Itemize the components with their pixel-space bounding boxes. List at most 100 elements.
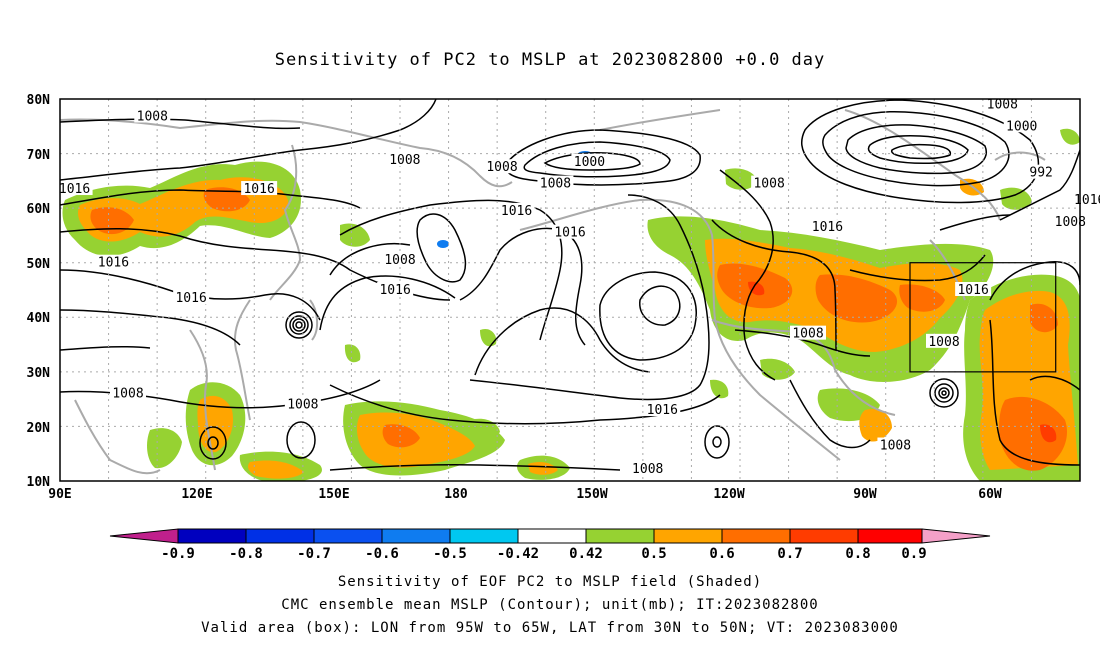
valid-area-box bbox=[909, 262, 1057, 373]
colorbar-segment bbox=[245, 528, 315, 544]
contour-label: 1008 bbox=[112, 387, 143, 402]
colorbar: -0.9 -0.8 -0.7 -0.6 -0.5 -0.42 0.42 0.5 … bbox=[109, 528, 991, 562]
contour-label: 1008 bbox=[287, 398, 318, 413]
lat-tick-label: 40N bbox=[27, 311, 51, 326]
colorbar-label: -0.7 bbox=[297, 546, 331, 562]
contour-label: 1008 bbox=[540, 177, 571, 192]
colorbar-segment bbox=[177, 528, 247, 544]
lon-tick-label: 90E bbox=[48, 487, 71, 502]
lon-tick-label: 180 bbox=[444, 487, 468, 502]
lon-tick-label: 60W bbox=[978, 487, 1002, 502]
colorbar-label: 0.42 bbox=[569, 546, 603, 562]
contour-label-bg bbox=[377, 282, 414, 296]
contour-label-bg bbox=[241, 181, 278, 196]
colorbar-label: -0.8 bbox=[229, 546, 263, 562]
contour-label: 1000 bbox=[574, 155, 605, 170]
colorbar-segment bbox=[857, 528, 923, 544]
contour-label-bg bbox=[173, 290, 210, 305]
contour-label: 992 bbox=[1029, 166, 1052, 181]
contour-label-bg bbox=[984, 96, 1021, 111]
lat-tick-label: 20N bbox=[27, 421, 51, 436]
contour-label: 1008 bbox=[389, 153, 420, 168]
contour-label-bg bbox=[498, 202, 535, 217]
colorbar-right-arrow bbox=[921, 528, 991, 544]
colorbar-segment bbox=[585, 528, 655, 544]
lon-tick-label: 150W bbox=[576, 487, 607, 502]
colorbar-segment bbox=[721, 528, 791, 544]
contour-label-bg bbox=[1071, 191, 1100, 206]
contour-label: 1008 bbox=[384, 253, 415, 268]
contour-label: 1016 bbox=[501, 204, 532, 219]
lon-tick-label: 150E bbox=[318, 487, 349, 502]
contour-label: 1016 bbox=[957, 283, 988, 298]
contour-label: 1016 bbox=[812, 220, 843, 235]
contour-label: 1008 bbox=[987, 97, 1018, 112]
lat-tick-label: 60N bbox=[27, 202, 51, 217]
contour-label: 1008 bbox=[880, 439, 911, 454]
caption-line-valid-area: Valid area (box): LON from 95W to 65W, L… bbox=[201, 620, 899, 636]
colorbar-label: -0.42 bbox=[497, 546, 539, 562]
colorbar-segment bbox=[313, 528, 383, 544]
caption-line-shading: Sensitivity of EOF PC2 to MSLP field (Sh… bbox=[337, 574, 763, 590]
contour-label-bg bbox=[537, 175, 574, 190]
colorbar-label: 0.7 bbox=[777, 546, 802, 562]
lat-tick-label: 80N bbox=[27, 93, 51, 108]
colorbar-label: 0.9 bbox=[901, 546, 926, 562]
lat-tick-label: 30N bbox=[27, 366, 51, 381]
contour-label: 1016 bbox=[1074, 193, 1100, 208]
contour-label-bg bbox=[386, 152, 423, 167]
contour-label: 1016 bbox=[379, 283, 410, 298]
contour-label: 1008 bbox=[632, 462, 663, 477]
plot-title: Sensitivity of PC2 to MSLP at 2023082800… bbox=[274, 50, 826, 70]
contour-label: 1016 bbox=[98, 256, 129, 271]
contour-label-bg bbox=[926, 333, 962, 348]
lon-tick-label: 120W bbox=[713, 487, 744, 502]
contour-label: 1008 bbox=[137, 109, 168, 124]
contour-label-bg bbox=[571, 153, 608, 168]
colorbar-segment bbox=[789, 528, 859, 544]
colorbar-left-arrow bbox=[109, 528, 179, 544]
contour-label: 1008 bbox=[1055, 215, 1086, 230]
contour-label-bg bbox=[110, 385, 146, 400]
colorbar-segment bbox=[381, 528, 451, 544]
contour-label-bg bbox=[95, 254, 132, 269]
contour-label-bg bbox=[809, 219, 846, 234]
colorbar-segment bbox=[653, 528, 723, 544]
lat-tick-label: 10N bbox=[27, 475, 51, 490]
contour-label-bg bbox=[790, 325, 826, 340]
contour-label: 1016 bbox=[554, 226, 585, 241]
caption-line-contour: CMC ensemble mean MSLP (Contour); unit(m… bbox=[281, 597, 819, 613]
mslp-contours bbox=[60, 99, 1080, 471]
lat-tick-label: 50N bbox=[27, 257, 51, 272]
contour-label: 1008 bbox=[792, 327, 823, 342]
contour-label-bg bbox=[484, 159, 520, 174]
contour-label-bg bbox=[134, 108, 171, 123]
contour-label-bg bbox=[1003, 118, 1040, 133]
colorbar-label: -0.5 bbox=[433, 546, 467, 562]
contour-label: 1016 bbox=[59, 182, 90, 197]
contour-label-bg bbox=[284, 396, 321, 411]
colorbar-label: -0.9 bbox=[161, 546, 195, 562]
colorbar-label: 0.5 bbox=[641, 546, 666, 562]
colorbar-segment bbox=[449, 528, 519, 544]
contour-label: 1016 bbox=[175, 291, 206, 306]
contour-label-bg bbox=[955, 282, 992, 296]
contour-label-bg bbox=[644, 402, 681, 417]
longitude-axis: 90E 120E 150E 180 150W 120W 90W 60W bbox=[48, 487, 1002, 502]
lon-tick-label: 120E bbox=[181, 487, 212, 502]
contour-label-bg bbox=[552, 224, 588, 239]
contour-label: 1008 bbox=[486, 160, 517, 175]
colorbar-segment bbox=[517, 528, 587, 544]
contour-label: 1000 bbox=[1006, 119, 1037, 134]
contour-label-bg bbox=[1027, 164, 1056, 179]
contour-label: 1008 bbox=[928, 335, 959, 350]
contour-label-bg bbox=[877, 437, 914, 452]
contour-label: 1008 bbox=[753, 177, 784, 192]
contour-label-bg bbox=[751, 175, 788, 190]
contour-label-bg bbox=[629, 460, 666, 475]
gridlines bbox=[60, 99, 1080, 481]
contour-label-bg bbox=[382, 251, 418, 266]
latitude-axis: 80N 70N 60N 50N 40N 30N 20N 10N bbox=[27, 93, 51, 490]
